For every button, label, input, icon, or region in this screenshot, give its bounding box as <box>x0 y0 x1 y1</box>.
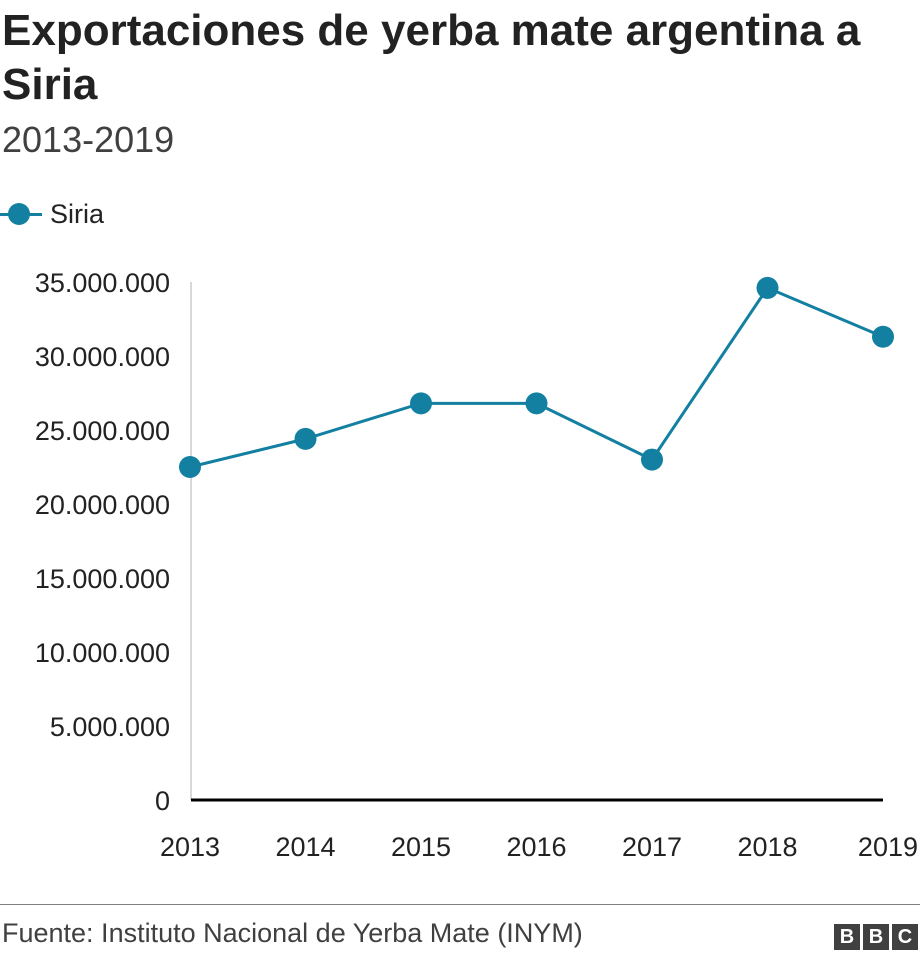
chart-title: Exportaciones de yerba mate argentina a … <box>2 6 861 109</box>
y-tick-label: 30.000.000 <box>35 342 170 372</box>
legend-label-siria: Siria <box>50 198 105 229</box>
bbc-logo-letter: B <box>863 924 889 950</box>
x-tick-label: 2015 <box>391 832 451 862</box>
bbc-logo-letter: B <box>834 924 860 950</box>
chart-subtitle: 2013-2019 <box>2 119 175 160</box>
x-tick-label: 2016 <box>506 832 566 862</box>
bbc-logo-letter: C <box>892 924 918 950</box>
series-points-siria <box>179 276 894 478</box>
y-tick-label: 35.000.000 <box>35 268 170 298</box>
footer-divider <box>0 904 920 905</box>
data-point <box>294 427 317 450</box>
data-point <box>525 392 548 415</box>
data-point <box>641 448 663 471</box>
y-tick-label: 0 <box>155 786 170 816</box>
line-chart: 0 5.000.000 10.000.000 15.000.000 20.000.000… <box>35 268 918 862</box>
source-note: Fuente: Instituto Nacional de Yerba Mate… <box>2 918 583 948</box>
data-point <box>179 456 201 478</box>
y-tick-label: 15.000.000 <box>35 564 170 594</box>
chart-legend: Siria <box>0 196 104 232</box>
legend-swatch-dot <box>8 203 30 225</box>
x-tick-label: 2018 <box>737 832 797 862</box>
y-axis-tick-labels: 0 5.000.000 10.000.000 15.000.000 20.000.000… <box>35 268 170 816</box>
x-axis-tick-labels: 2013 2014 2015 2016 2017 2018 2019 <box>160 832 918 862</box>
y-tick-label: 20.000.000 <box>35 490 170 520</box>
y-tick-label: 10.000.000 <box>35 638 170 668</box>
legend-swatch-siria <box>0 196 42 232</box>
bbc-logo: B B C <box>834 924 918 950</box>
x-tick-label: 2014 <box>275 832 335 862</box>
data-point <box>410 392 432 415</box>
y-tick-label: 5.000.000 <box>50 712 170 742</box>
x-tick-label: 2013 <box>160 832 220 862</box>
data-point <box>872 325 894 348</box>
y-tick-label: 25.000.000 <box>35 416 170 446</box>
data-point <box>756 276 779 299</box>
series-line-siria <box>189 286 884 469</box>
x-tick-label: 2017 <box>622 832 682 862</box>
x-tick-label: 2019 <box>858 832 918 862</box>
